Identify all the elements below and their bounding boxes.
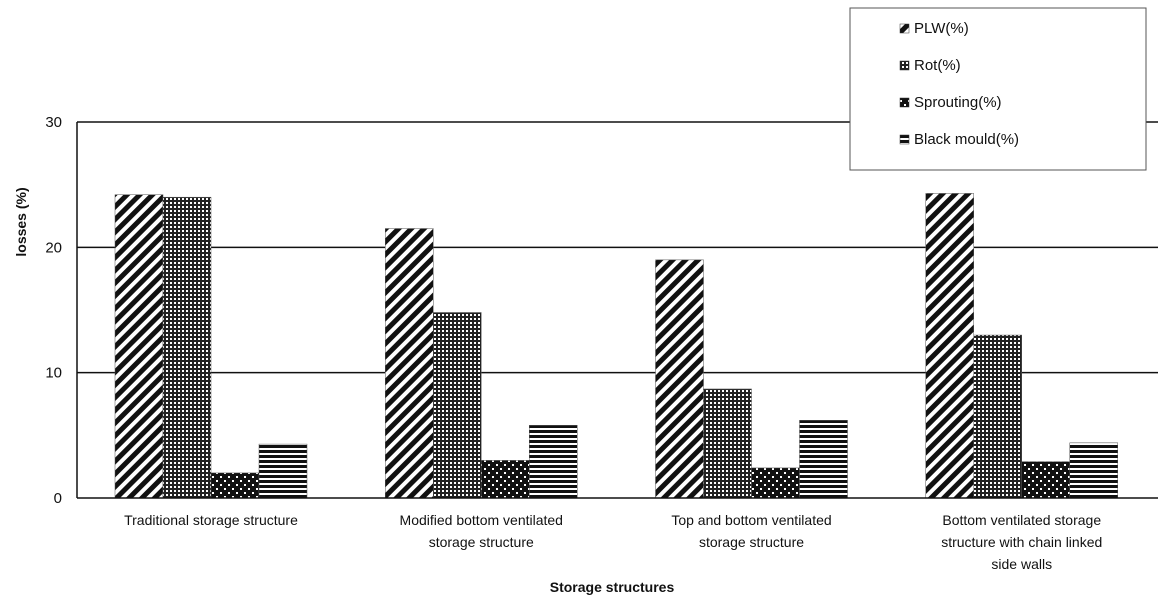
bar-checker [210, 472, 260, 499]
x-axis-title: Storage structures [550, 579, 675, 595]
legend-swatch-checker [899, 97, 910, 108]
bar-grid [433, 312, 482, 499]
bar-grid [162, 196, 212, 499]
x-category-label: Traditional storage structure [124, 512, 298, 528]
x-category-label: storage structure [699, 534, 804, 550]
x-category-label: Modified bottom ventilated [400, 512, 563, 528]
bar-grid [973, 334, 1022, 499]
x-category-label: side walls [991, 556, 1052, 572]
legend-swatch-diagonal [899, 23, 910, 34]
x-category-label: Bottom ventilated storage [942, 512, 1101, 528]
y-tick-label: 20 [45, 239, 62, 256]
x-category-label: structure with chain linked [941, 534, 1102, 550]
y-tick-label: 0 [54, 490, 62, 507]
y-tick-label: 10 [45, 365, 62, 382]
bar-diagonal [385, 228, 434, 499]
bar-diagonal [925, 193, 974, 499]
legend-label: PLW(%) [914, 20, 969, 37]
bar-checker [481, 460, 530, 499]
bar-diagonal [114, 194, 164, 499]
legend-swatch-grid [899, 60, 910, 71]
bar-horizontal [1069, 442, 1118, 499]
x-category-label: Top and bottom ventilated [671, 512, 831, 528]
y-tick-label: 30 [45, 114, 62, 131]
y-axis-title: losses (%) [13, 187, 29, 256]
legend-box [849, 7, 1147, 171]
legend-swatch-horizontal [899, 134, 910, 145]
bar-diagonal [655, 259, 704, 499]
bar-grid [703, 388, 752, 499]
x-category-label: storage structure [429, 534, 534, 550]
legend-label: Rot(%) [914, 57, 961, 74]
legend-label: Black mould(%) [914, 131, 1019, 148]
bar-checker [751, 467, 800, 499]
bar-checker [1021, 461, 1070, 499]
bar-horizontal [258, 443, 308, 499]
legend: PLW(%) Rot(%) Sprouting(%) Black mould(%) [849, 7, 1147, 171]
bar-horizontal [799, 420, 848, 499]
bar-horizontal [529, 425, 578, 499]
legend-label: Sprouting(%) [914, 94, 1002, 111]
